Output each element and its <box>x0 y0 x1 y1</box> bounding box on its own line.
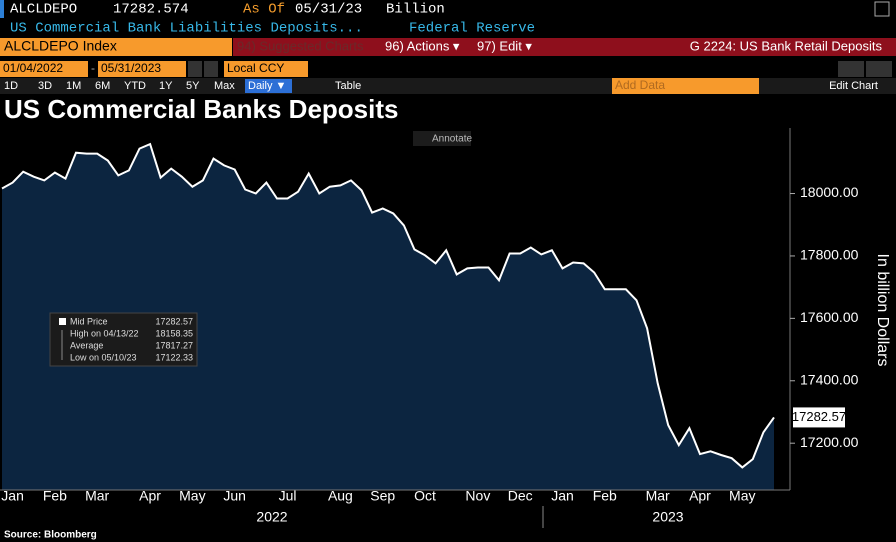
x-tick-label: Jul <box>279 488 297 504</box>
chart-id: G 2224: US Bank Retail Deposits <box>690 38 883 53</box>
chart: 17200.00 17400.00 17600.00 17800.00 18000.00… <box>0 128 859 504</box>
frequency: Daily ▼ <box>248 80 286 92</box>
area-fill <box>2 144 774 490</box>
last-value-box <box>793 407 845 428</box>
x-tick-label: Aug <box>328 488 353 504</box>
prev-button[interactable] <box>188 61 202 77</box>
period-button[interactable]: 1D <box>4 80 18 92</box>
last-value-label: 17282.57 <box>792 409 846 424</box>
unit: Billion <box>386 2 445 18</box>
y-tick-label: 17800.00 <box>800 247 859 263</box>
period-button[interactable]: 5Y <box>186 80 200 92</box>
x-tick-label: Jan <box>551 488 574 504</box>
currency-box[interactable] <box>224 61 308 77</box>
edit-menu[interactable]: 97) Edit ▾ <box>477 38 532 53</box>
table-button[interactable]: Table <box>335 80 361 92</box>
frequency-box[interactable] <box>245 79 292 93</box>
menu-bar <box>233 38 896 56</box>
period-button[interactable]: 3D <box>38 80 52 92</box>
line <box>1 142 775 469</box>
security-box[interactable] <box>0 38 232 56</box>
y-axis-label: In billion Dollars <box>874 254 891 367</box>
x-tick-label: Feb <box>43 488 67 504</box>
next-button[interactable] <box>204 61 218 77</box>
row-marker <box>0 0 4 18</box>
legend-swatch <box>59 318 66 325</box>
edit-chart[interactable]: Edit Chart <box>829 80 878 92</box>
last-price: 17282.574 <box>113 2 189 18</box>
end-date-box[interactable] <box>98 61 186 77</box>
y-tick-label: 17200.00 <box>800 434 859 450</box>
currency: Local CCY <box>227 61 284 75</box>
y-tick-label: 17600.00 <box>800 309 859 325</box>
add-data: Add Data <box>615 78 665 92</box>
y-tick-label: 18000.00 <box>800 184 859 200</box>
x-tick-label: Apr <box>689 488 711 504</box>
period-button[interactable]: 6M <box>95 80 110 92</box>
legend-low: 17122.33 <box>155 352 193 362</box>
start-date-box[interactable] <box>0 61 88 77</box>
legend-high: 18158.35 <box>155 328 193 338</box>
x-tick-label: May <box>179 488 205 504</box>
as-of-label: As Of <box>243 2 285 18</box>
annotate: Annotate <box>432 134 472 145</box>
year-label: 2023 <box>652 509 683 525</box>
x-tick-label: Mar <box>85 488 109 504</box>
legend-box <box>49 312 198 367</box>
legend-high-label: High on 04/13/22 <box>70 328 139 338</box>
x-tick-label: Nov <box>465 488 490 504</box>
footer-source: Source: Bloomberg <box>4 530 97 541</box>
period-button[interactable]: Max <box>214 80 235 92</box>
x-tick-label: Jun <box>223 488 246 504</box>
date-separator: - <box>91 61 95 75</box>
period-button[interactable]: 1M <box>66 80 81 92</box>
actions-menu[interactable]: 96) Actions ▾ <box>385 38 460 53</box>
add-data-box[interactable] <box>612 78 759 94</box>
as-of-date: 05/31/23 <box>295 2 362 18</box>
legend-last: 17282.57 <box>155 316 193 326</box>
description: US Commercial Bank Liabilities Deposits.… <box>10 21 363 37</box>
x-tick-label: Apr <box>139 488 161 504</box>
y-tick-label: 17400.00 <box>800 371 859 387</box>
ticker: ALCLDEPO <box>10 2 77 18</box>
suggested-charts[interactable]: 94) Suggested Charts <box>237 38 364 53</box>
x-tick-label: Jan <box>1 488 24 504</box>
chart-title: US Commercial Banks Deposits <box>4 94 398 124</box>
legend-series: Mid Price <box>70 316 108 326</box>
end-date: 05/31/2023 <box>101 61 161 75</box>
year-label: 2022 <box>256 509 287 525</box>
period-button[interactable]: 1Y <box>159 80 173 92</box>
start-date: 01/04/2022 <box>3 61 63 75</box>
legend-average: 17817.27 <box>155 340 193 350</box>
period-button[interactable]: YTD <box>124 80 146 92</box>
popout-icon[interactable] <box>874 1 890 17</box>
x-tick-label: May <box>729 488 755 504</box>
legend-average-label: Average <box>70 340 103 350</box>
redo-button[interactable] <box>866 61 892 77</box>
x-tick-label: Dec <box>508 488 533 504</box>
x-tick-label: Feb <box>593 488 617 504</box>
legend-low-label: Low on 05/10/23 <box>70 352 137 362</box>
security: ALCLDEPO Index <box>4 38 117 54</box>
x-tick-label: Sep <box>370 488 395 504</box>
undo-button[interactable] <box>838 61 864 77</box>
data-source: Federal Reserve <box>409 21 535 37</box>
annotate-box[interactable] <box>413 131 471 146</box>
x-tick-label: Oct <box>414 488 436 504</box>
x-tick-label: Mar <box>646 488 670 504</box>
